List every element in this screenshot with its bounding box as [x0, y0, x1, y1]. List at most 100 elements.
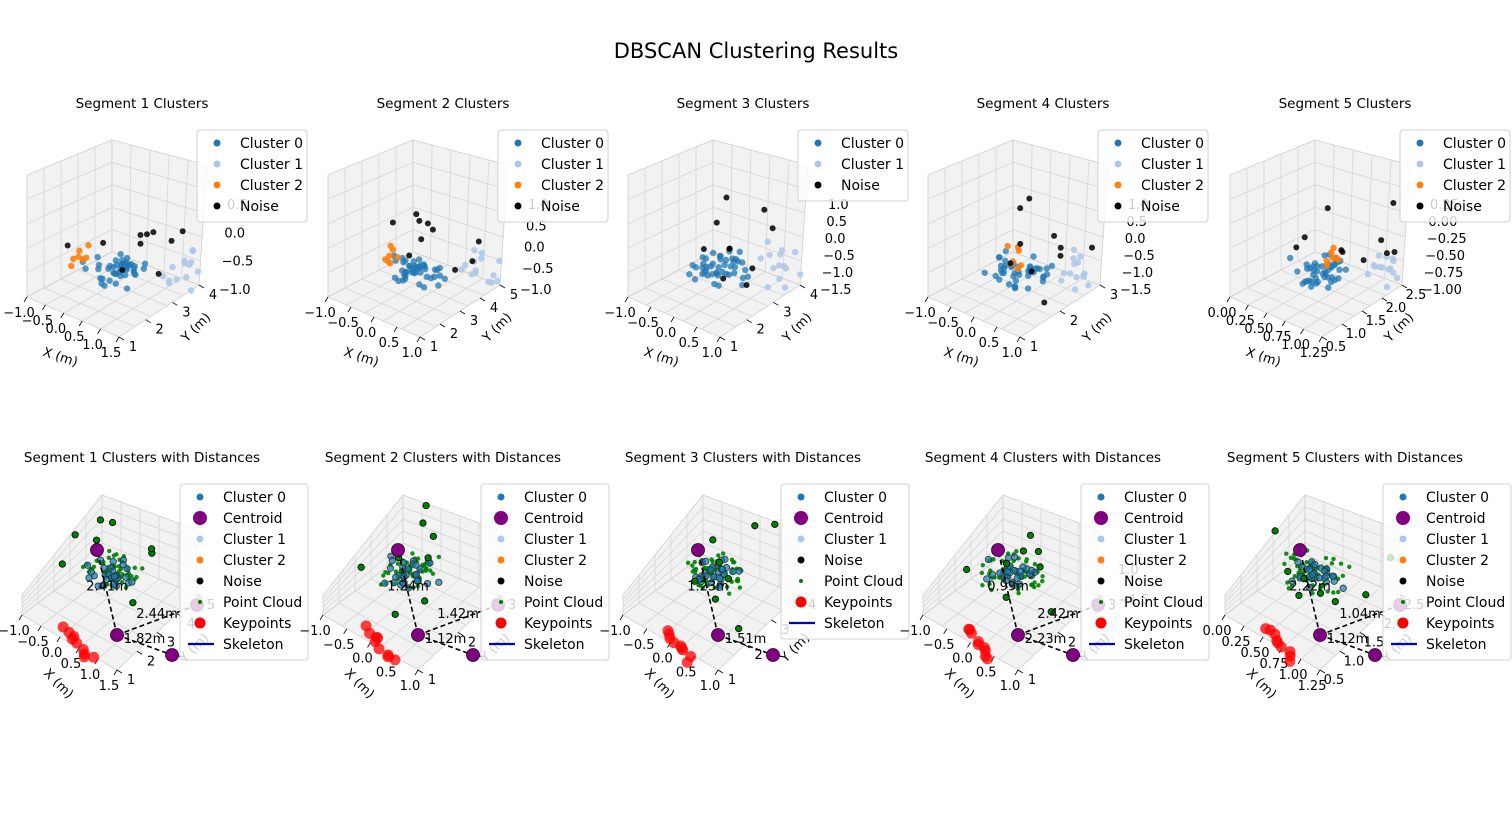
- cluster-1-point: [462, 261, 469, 269]
- grid-line: [970, 578, 1067, 626]
- cluster-0-point: [1321, 252, 1328, 259]
- y-tick: [1361, 310, 1368, 315]
- distance-label: 1.12m: [425, 632, 467, 647]
- point-cloud-point: [430, 571, 436, 576]
- cluster-0-point: [128, 578, 136, 586]
- y-tick: [1341, 323, 1348, 328]
- legend-marker: [1097, 577, 1105, 585]
- grid-line: [1047, 149, 1052, 266]
- legend-label: Keypoints: [1124, 616, 1192, 632]
- noise-point: [1301, 234, 1308, 241]
- noise-point: [452, 266, 459, 273]
- legend-marker: [1396, 511, 1410, 525]
- x-tick: [919, 614, 924, 621]
- x-tick: [97, 328, 101, 335]
- x-tick-label: −1.0: [604, 306, 636, 321]
- y-tick-label: 5: [510, 288, 518, 303]
- cluster-0-point: [141, 260, 149, 267]
- legend-label: Cluster 0: [1426, 490, 1489, 506]
- z-tick-label: −0.25: [1427, 232, 1467, 247]
- cluster-2-point: [1004, 242, 1011, 250]
- x-tick: [23, 296, 28, 303]
- noise-point: [691, 577, 699, 585]
- y-tick-label: 1.5: [1366, 314, 1387, 329]
- cluster-0-point: [719, 268, 726, 276]
- grid-line: [1012, 229, 1102, 262]
- y-tick: [1059, 310, 1066, 315]
- x-tick-label: 1.0: [702, 346, 723, 361]
- cluster-0-point: [94, 253, 101, 261]
- legend-label: Cluster 2: [524, 553, 587, 569]
- y-tick: [717, 669, 724, 674]
- legend-marker: [1416, 181, 1424, 189]
- cluster-0-point: [981, 269, 988, 276]
- x-tick: [56, 636, 61, 643]
- legend-marker: [797, 535, 805, 543]
- distance-line: [1319, 604, 1401, 636]
- cluster-0-point: [1336, 266, 1343, 273]
- z-tick-label: −1.00: [1422, 283, 1462, 298]
- x-tick: [1221, 614, 1226, 621]
- grid-line: [1314, 206, 1406, 238]
- cluster-0-point: [386, 564, 395, 572]
- y-tick-label: 1.5: [1364, 636, 1385, 651]
- distance-line: [697, 549, 719, 636]
- cluster-1-point: [189, 246, 196, 254]
- x-tick-label: 0.0: [656, 326, 677, 341]
- point-cloud-point: [726, 591, 732, 596]
- cluster-2-point: [1014, 265, 1021, 272]
- grid-line: [354, 590, 451, 641]
- cluster-0-point: [106, 277, 113, 284]
- grid-line: [464, 154, 471, 272]
- cluster-0-point: [402, 257, 409, 264]
- distance-line: [1319, 634, 1376, 656]
- z-tick-label: 0.0: [524, 241, 545, 256]
- grid-line: [322, 506, 404, 600]
- noise-point: [1360, 257, 1367, 264]
- point-cloud-point: [685, 560, 691, 566]
- legend-frame: [1080, 483, 1210, 661]
- legend-label: Noise: [824, 553, 863, 569]
- y-tick-label: 1: [127, 673, 135, 688]
- cluster-1-point: [1081, 270, 1088, 277]
- legend-label: Cluster 0: [841, 136, 904, 152]
- grid-line: [927, 229, 1014, 273]
- distance-line: [116, 604, 198, 636]
- cluster-0-point: [1028, 566, 1036, 575]
- point-cloud-point: [1029, 582, 1034, 587]
- x-tick-label: 0.0: [42, 646, 63, 661]
- legend-label: Cluster 1: [223, 532, 286, 548]
- noise-point: [700, 246, 707, 253]
- x-tick: [1240, 625, 1245, 632]
- legend-label: Keypoints: [223, 616, 291, 632]
- legend: Cluster 0 Cluster 1 Noise: [797, 129, 909, 202]
- noise-point: [1378, 237, 1385, 244]
- y-tick: [479, 297, 486, 302]
- legend-label: Noise: [841, 178, 880, 194]
- x-tick: [967, 642, 971, 648]
- legend-frame: [179, 483, 309, 661]
- grid-line: [412, 162, 507, 190]
- cluster-0-point: [996, 253, 1003, 261]
- legend-label: Cluster 1: [524, 532, 587, 548]
- cluster-1-point: [166, 279, 173, 287]
- cluster-1-point: [1074, 259, 1082, 266]
- grid-line: [97, 586, 179, 660]
- legend-label: Point Cloud: [824, 574, 903, 590]
- cluster-0-point: [112, 257, 120, 264]
- x-tick-label: −1.0: [899, 624, 931, 639]
- noise-point: [419, 519, 427, 527]
- noise-point: [429, 532, 437, 540]
- z-tick-label: −0.50: [1425, 249, 1465, 264]
- x-axis-label: X (m): [41, 345, 80, 370]
- x-tick: [347, 306, 352, 313]
- cluster-0-point: [707, 566, 715, 574]
- x-tick-label: −0.5: [22, 314, 54, 329]
- grid-line: [379, 578, 461, 649]
- point-cloud-point: [1304, 560, 1309, 565]
- grid-line: [1229, 229, 1316, 273]
- cluster-0-point: [735, 567, 743, 575]
- legend: Cluster 0 Centroid Cluster 1 Noise Point Clo…: [780, 483, 910, 640]
- distance-line: [1017, 634, 1074, 656]
- x-tick-label: 0.5: [64, 330, 85, 345]
